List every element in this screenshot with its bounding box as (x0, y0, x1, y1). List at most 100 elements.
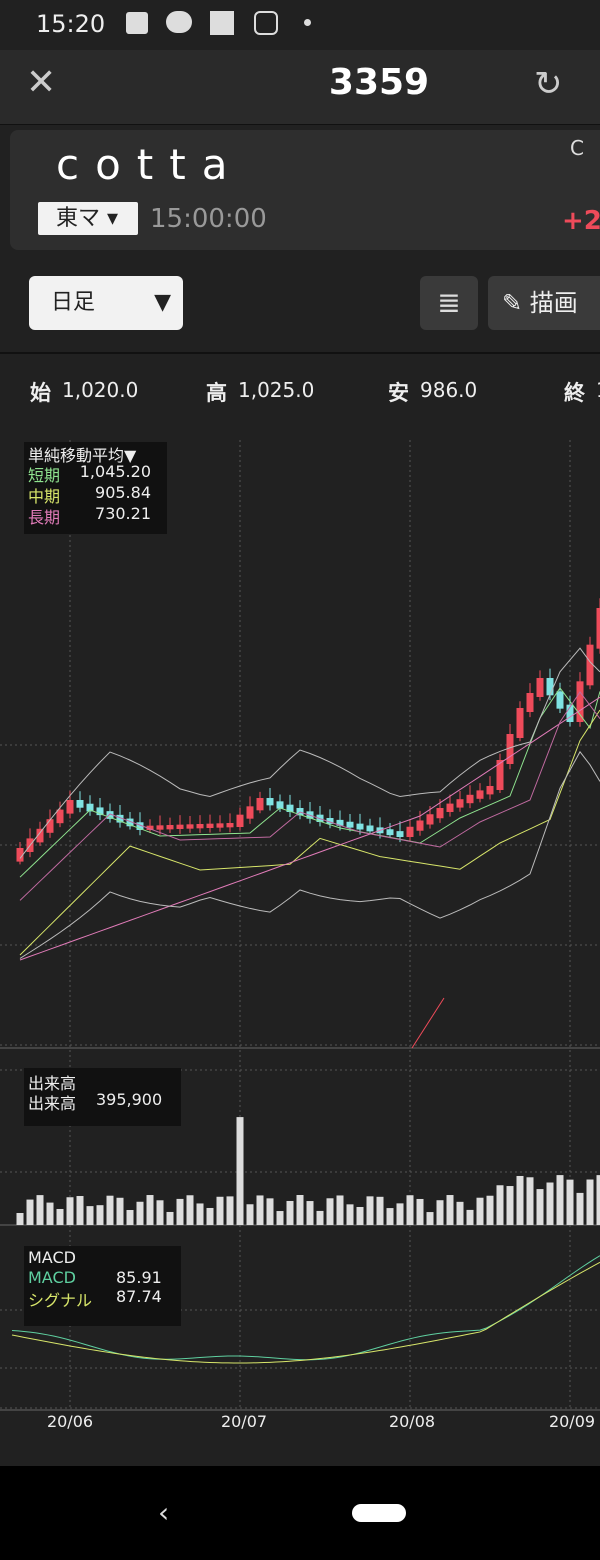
volume-bar (246, 1204, 254, 1225)
candle (136, 822, 144, 830)
header: ✕ 3359 ↻ (0, 50, 600, 125)
volume-bar (116, 1197, 124, 1225)
volume-bar (566, 1179, 574, 1225)
macd-title: MACD (28, 1248, 76, 1267)
candle (476, 790, 484, 799)
x-label: 20/09 (549, 1412, 595, 1431)
home-button[interactable] (352, 1504, 406, 1522)
volume-bar (36, 1195, 44, 1225)
volume-bar (176, 1198, 184, 1225)
ohlc-value: 1,020.0 (62, 378, 139, 402)
volume-bar (356, 1207, 364, 1225)
volume-bar (96, 1205, 104, 1225)
volume-legend: 出来高 出来高 395,900 (24, 1068, 181, 1126)
label: C (570, 136, 584, 160)
volume-bar (66, 1197, 74, 1225)
candle (36, 828, 44, 843)
volume-bar (196, 1203, 204, 1225)
candle (466, 794, 474, 804)
ma-value: 730.21 (95, 504, 151, 523)
volume-bar (386, 1208, 394, 1225)
volume-bar (186, 1195, 194, 1225)
band-lo (19, 750, 600, 959)
candle (546, 678, 554, 696)
macd-value: 85.91 (116, 1268, 162, 1287)
icon (210, 11, 234, 35)
back-button[interactable]: ‹ (158, 1496, 170, 1529)
candle (366, 825, 374, 832)
ma-value: 905.84 (95, 483, 151, 502)
candle (156, 825, 164, 830)
divider (0, 352, 600, 354)
list-button[interactable]: ≣ (420, 276, 478, 330)
volume-bar (446, 1195, 454, 1225)
volume-bar (336, 1195, 344, 1225)
candle (176, 824, 184, 829)
volume-bar (396, 1203, 404, 1225)
clock: 15:20 (36, 10, 106, 38)
volume-bar (46, 1202, 54, 1225)
title: 3359 (328, 62, 430, 103)
candle (326, 818, 334, 824)
candle (246, 806, 254, 819)
volume-bar (206, 1207, 214, 1225)
candle (396, 831, 404, 837)
candle (186, 824, 194, 829)
candle (196, 824, 204, 829)
chart: 20/06 20/07 20/08 20/09 (0, 440, 600, 1431)
candle (426, 814, 434, 825)
volume-bar (306, 1201, 314, 1225)
candle (346, 821, 354, 828)
candle (456, 799, 464, 808)
candle (116, 814, 124, 823)
candle (446, 803, 454, 812)
volume-bar (256, 1195, 264, 1225)
candle (266, 798, 274, 806)
candle (356, 823, 364, 830)
draw-button[interactable]: ✎ 描画 (488, 276, 600, 330)
volume-bar (56, 1208, 64, 1225)
change: +2 (562, 206, 600, 236)
candle (216, 823, 224, 828)
candle (566, 704, 574, 722)
icon (254, 11, 278, 35)
volume-bar (426, 1212, 434, 1225)
candle (486, 786, 494, 795)
volume-bar (266, 1198, 274, 1225)
candle (66, 800, 74, 814)
volume-bar (166, 1211, 174, 1225)
volume-bar (536, 1189, 544, 1225)
macd-label: シグナル (28, 1291, 93, 1310)
volume-bar (366, 1196, 374, 1225)
volume-bar (296, 1195, 304, 1225)
volume-bar (506, 1186, 514, 1225)
close-button[interactable]: ✕ (26, 62, 57, 103)
candle (106, 811, 114, 819)
period-select[interactable]: 日足 ▼ (29, 276, 183, 330)
x-label: 20/08 (389, 1412, 435, 1431)
ohlc-value: 1,025.0 (238, 378, 315, 402)
volume-bar (326, 1198, 334, 1225)
ma-label: 短期 (28, 466, 61, 485)
candle (586, 644, 594, 686)
volume-bar (526, 1177, 534, 1225)
x-label: 20/07 (221, 1412, 267, 1431)
candle (406, 826, 414, 837)
volume-bar (286, 1200, 294, 1225)
refresh-button[interactable]: ↻ (534, 64, 563, 104)
trend-line (411, 997, 445, 1049)
candle (336, 819, 344, 826)
icon (126, 12, 148, 34)
volume-bar (516, 1175, 524, 1225)
volume-bar (136, 1201, 144, 1225)
ma-label: 中期 (28, 487, 61, 506)
volume-bar (156, 1200, 164, 1225)
candle (236, 814, 244, 827)
volume-bar (346, 1204, 354, 1225)
market-select[interactable]: 東マ ▾ (38, 202, 138, 235)
ma-title: 単純移動平均▼ (28, 446, 137, 465)
x-label: 20/06 (47, 1412, 93, 1431)
ohlc-label: 始 (30, 381, 51, 405)
candle (56, 809, 64, 824)
candle (596, 608, 600, 649)
